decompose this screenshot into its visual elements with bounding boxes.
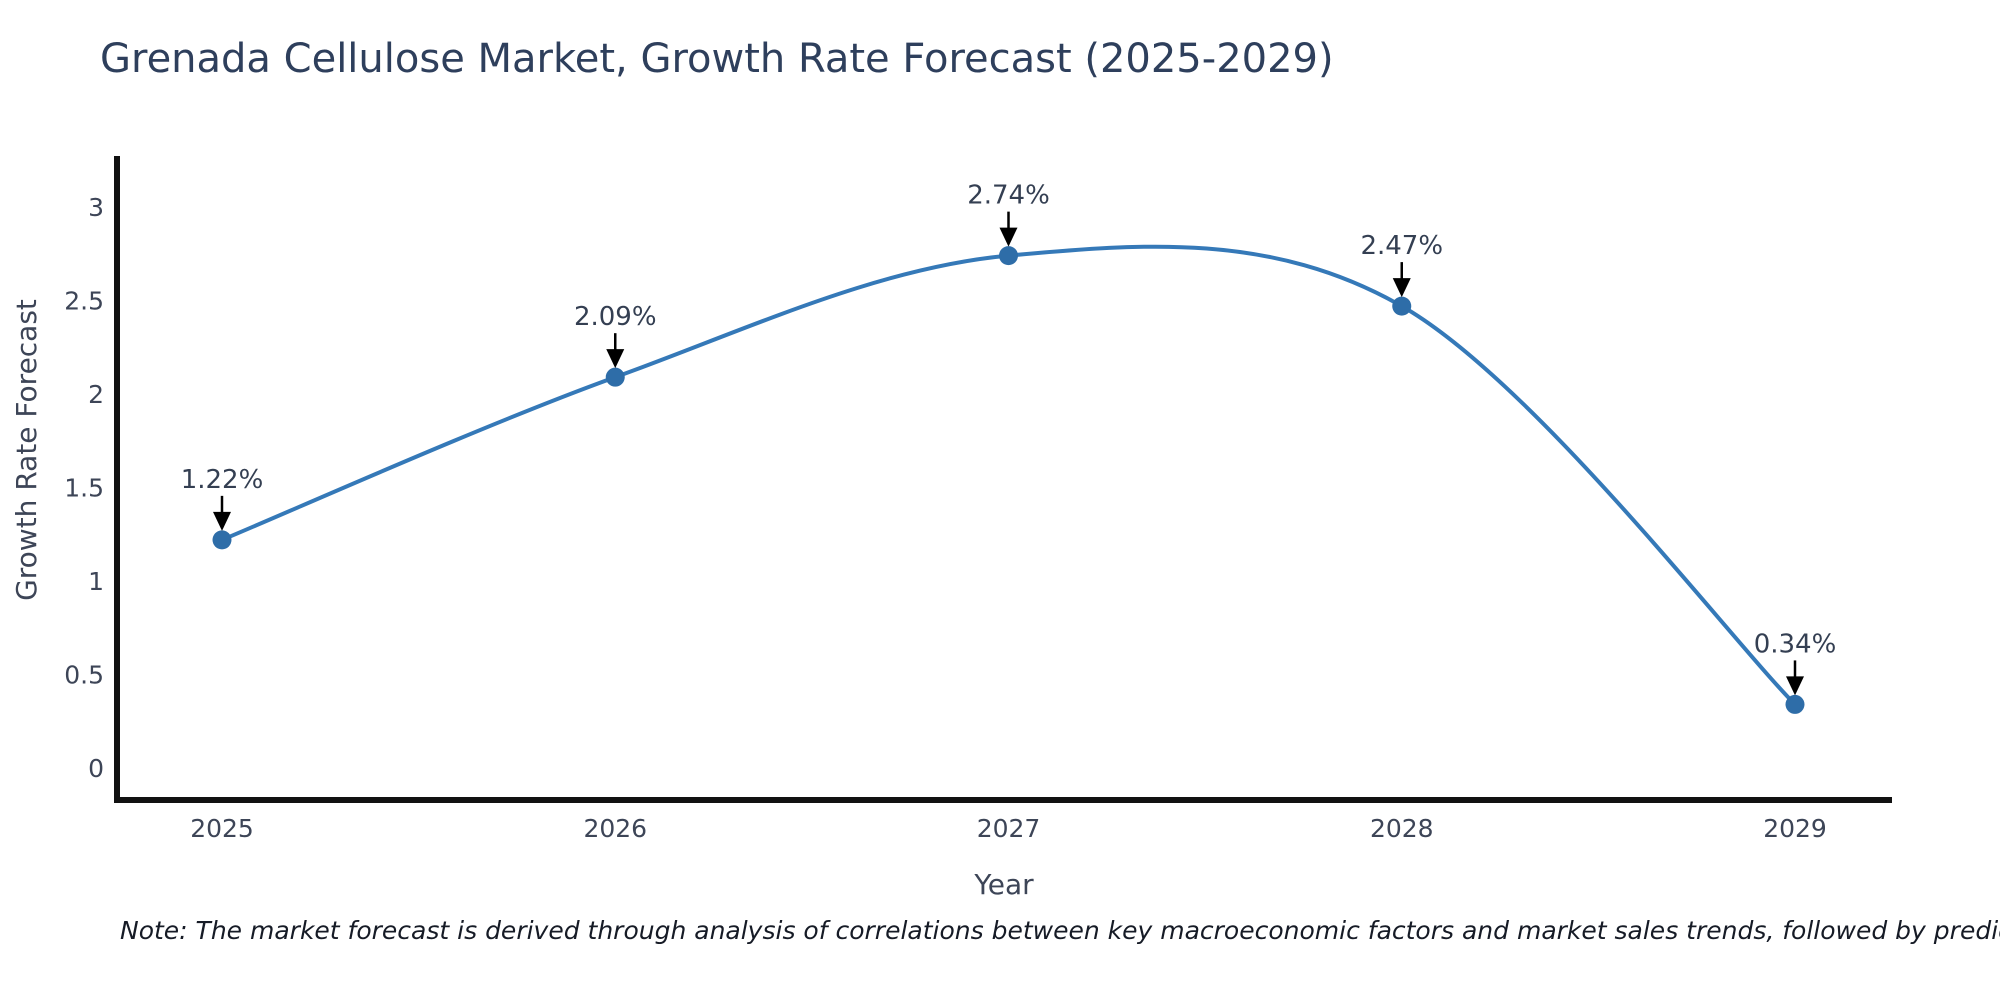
data-point-marker [999,246,1018,266]
annotation-arrow-head [213,511,231,531]
footnote: Note: The market forecast is derived thr… [120,916,2000,945]
x-axis-title: Year [973,868,1034,901]
point-annotation: 0.34% [1754,629,1837,696]
y-tick-label: 1 [88,567,104,596]
data-point-marker [1392,296,1412,316]
point-annotations: 1.22% 2.09% 2.74% 2.47% 0.34% [181,181,1837,696]
point-value-label: 0.34% [1754,629,1837,659]
y-tick-label: 2 [88,380,104,409]
point-value-label: 2.74% [967,181,1050,211]
forecast-line-series [220,244,1797,707]
forecast-line [220,244,1797,707]
x-tick-label: 2029 [1763,814,1827,843]
x-tick-label: 2025 [190,814,254,843]
annotation-arrow-head [1786,676,1804,696]
y-tick-label: 0 [88,754,104,783]
y-tick-label: 3 [88,193,104,222]
x-tick-label: 2028 [1370,814,1434,843]
y-axis-tick-labels: 0 0.5 1 1.5 2 2.5 3 [64,193,104,783]
y-tick-label: 0.5 [64,661,104,690]
data-point-marker [212,530,232,550]
annotation-arrow-head [999,227,1018,247]
point-annotation: 1.22% [181,465,264,531]
point-annotation: 2.47% [1360,231,1443,298]
point-annotation: 2.09% [574,302,657,369]
data-point-marker [1785,694,1805,714]
x-tick-label: 2026 [583,814,647,843]
data-point-marker [605,367,625,387]
y-tick-label: 2.5 [64,287,104,316]
x-axis-tick-labels: 2025 2026 2027 2028 2029 [190,814,1827,843]
annotation-arrow-head [1392,278,1411,298]
point-annotation: 2.74% [967,181,1050,247]
data-point-markers [212,246,1805,714]
y-tick-label: 1.5 [64,474,104,503]
chart-title: Grenada Cellulose Market, Growth Rate Fo… [100,36,1334,82]
y-axis-title: Growth Rate Forecast [10,299,43,601]
point-value-label: 1.22% [181,465,264,495]
annotation-arrow-head [606,349,625,369]
x-tick-label: 2027 [977,814,1041,843]
point-value-label: 2.47% [1360,231,1443,261]
point-value-label: 2.09% [574,302,657,332]
